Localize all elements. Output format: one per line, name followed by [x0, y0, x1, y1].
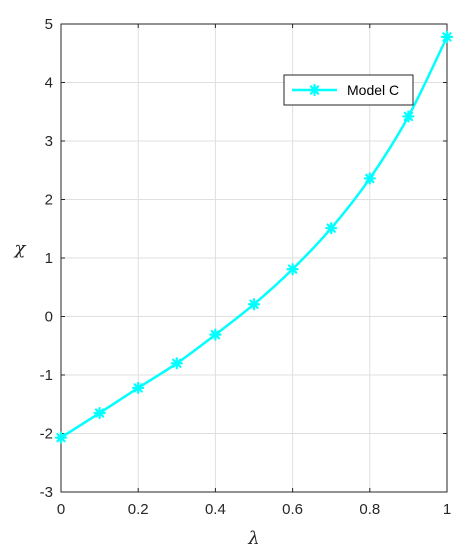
x-tick-label: 0.8 [359, 501, 380, 518]
y-tick-label: -3 [40, 484, 53, 501]
data-point [209, 328, 222, 341]
x-tick-label: 0.6 [282, 501, 303, 518]
x-tick-label: 1 [443, 501, 451, 518]
y-tick-label: 0 [45, 309, 53, 326]
legend-marker-glyph [308, 83, 321, 97]
data-point [440, 30, 454, 43]
data-point [363, 172, 376, 185]
y-tick-label: 5 [45, 16, 53, 33]
x-axis-label: λ [247, 528, 259, 549]
y-tick-label: 2 [45, 192, 53, 209]
y-tick-label: 1 [45, 250, 53, 267]
data-point [93, 406, 106, 420]
data-point [247, 298, 261, 311]
y-axis-label: χ [13, 238, 27, 259]
x-tick-label: 0 [57, 501, 65, 518]
data-point [132, 381, 145, 394]
axis-ticks: 0 0.2 0.4 0.6 0.8 1 -3 -2 -1 0 1 2 3 4 5 [40, 16, 452, 518]
data-point [170, 357, 183, 370]
legend-marker-icon [308, 83, 321, 97]
series-group [54, 30, 454, 444]
data-point [54, 431, 68, 444]
x-tick-label: 0.2 [128, 501, 149, 518]
data-point [402, 110, 415, 123]
x-tick-label: 0.4 [205, 501, 226, 518]
y-tick-label: -2 [40, 426, 53, 443]
data-point [325, 222, 338, 235]
legend-label: Model C [347, 82, 399, 98]
y-tick-label: 3 [45, 133, 53, 150]
legend: Model C [283, 74, 414, 106]
data-point [286, 263, 299, 276]
y-tick-label: -1 [40, 367, 53, 384]
y-tick-label: 4 [45, 75, 53, 92]
